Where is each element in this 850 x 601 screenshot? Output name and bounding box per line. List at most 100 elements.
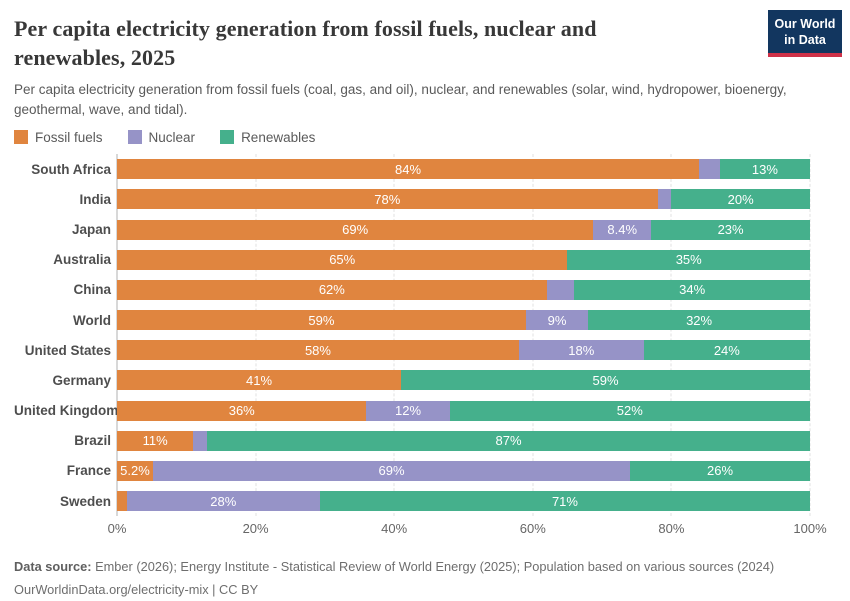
- bar-row: Sweden 28% 71%: [14, 486, 836, 516]
- gridline: [809, 154, 811, 517]
- bar-segment-fossil-fuels[interactable]: 84%: [117, 159, 700, 180]
- fossil-fuels-swatch-icon: [14, 130, 28, 145]
- bar-track: 69% 8.4% 23%: [117, 219, 810, 240]
- owid-logo: Our World in Data: [768, 10, 842, 58]
- bar-segment-fossil-fuels[interactable]: 59%: [117, 310, 526, 331]
- category-label[interactable]: Germany: [52, 372, 111, 388]
- gridline: [532, 154, 534, 517]
- bar-segment-renewables[interactable]: 13%: [719, 159, 810, 180]
- bar-segment-fossil-fuels[interactable]: 5.2%: [117, 460, 153, 481]
- x-tick-label: 60%: [519, 521, 546, 537]
- bar-segment-renewables[interactable]: 87%: [207, 430, 810, 451]
- bar-segment-nuclear[interactable]: [193, 430, 208, 451]
- category-label[interactable]: France: [66, 463, 111, 479]
- bar-row: United Kingdom 36% 12% 52%: [14, 396, 836, 426]
- bar-segment-nuclear[interactable]: 9%: [525, 310, 589, 331]
- bar-segment-nuclear[interactable]: [546, 279, 575, 300]
- bar-segment-nuclear[interactable]: [657, 189, 672, 210]
- bar-row: South Africa 84% 13%: [14, 154, 836, 184]
- bar-track: 78% 20%: [117, 189, 810, 210]
- bar-track: 5.2% 69% 26%: [117, 460, 810, 481]
- category-label[interactable]: Sweden: [59, 493, 111, 509]
- legend-item-renewables: Renewables: [220, 130, 315, 145]
- category-label[interactable]: China: [73, 282, 111, 298]
- x-tick-label: 0%: [107, 521, 127, 537]
- chart-subtitle: Per capita electricity generation from f…: [14, 82, 787, 117]
- bar-track: 36% 12% 52%: [117, 400, 810, 421]
- x-tick-label: 20%: [242, 521, 269, 537]
- chart-plot-area: South Africa 84% 13% India 78% 20% Japan 69% 8.4…: [14, 154, 836, 517]
- x-tick-label: 40%: [381, 521, 408, 537]
- owid-logo-line1: Our World: [774, 17, 836, 31]
- bar-track: 11% 87%: [117, 430, 810, 451]
- bar-segment-fossil-fuels[interactable]: 65%: [117, 249, 568, 270]
- x-tick-label: 80%: [658, 521, 685, 537]
- bar-track: 58% 18% 24%: [117, 340, 810, 361]
- legend-label: Fossil fuels: [35, 129, 103, 145]
- gridline: [255, 154, 257, 517]
- category-label[interactable]: United States: [24, 342, 111, 358]
- legend-item-nuclear: Nuclear: [127, 129, 196, 145]
- bar-track: 65% 35%: [117, 249, 810, 270]
- legend-item-fossil-fuels: Fossil fuels: [14, 130, 103, 145]
- bar-segment-nuclear[interactable]: 69%: [152, 460, 631, 481]
- category-label[interactable]: South Africa: [31, 161, 111, 177]
- legend-label: Renewables: [241, 129, 316, 145]
- category-label[interactable]: Brazil: [74, 433, 111, 449]
- category-label[interactable]: World: [73, 312, 111, 328]
- bar-segment-nuclear[interactable]: [699, 159, 720, 180]
- bar-segment-renewables[interactable]: 32%: [588, 310, 810, 331]
- bar-track: 62% 34%: [117, 279, 810, 300]
- bar-track: 84% 13%: [117, 159, 810, 180]
- data-source-line: Data source: Ember (2026); Energy Instit…: [14, 556, 814, 578]
- bar-segment-renewables[interactable]: 26%: [630, 460, 810, 481]
- bar-row: World 59% 9% 32%: [14, 305, 836, 335]
- bar-segment-renewables[interactable]: 23%: [651, 219, 810, 240]
- bar-segment-fossil-fuels[interactable]: 11%: [117, 430, 194, 451]
- license-line: OurWorldinData.org/electricity-mix | CC …: [14, 581, 259, 597]
- bar-segment-renewables[interactable]: 24%: [643, 340, 810, 361]
- gridlines: [116, 154, 811, 517]
- bar-track: 28% 71%: [117, 491, 810, 512]
- page-title: Per capita electricity generation from f…: [14, 16, 597, 71]
- bar-segment-renewables[interactable]: 52%: [449, 400, 810, 421]
- bar-segment-renewables[interactable]: 59%: [401, 370, 810, 391]
- bar-segment-fossil-fuels[interactable]: 58%: [117, 340, 519, 361]
- bar-segment-fossil-fuels[interactable]: [117, 491, 127, 512]
- bar-row: United States 58% 18% 24%: [14, 335, 836, 365]
- gridline: [670, 154, 672, 517]
- category-label[interactable]: Australia: [53, 252, 111, 268]
- bar-segment-fossil-fuels[interactable]: 78%: [117, 189, 658, 210]
- bar-segment-renewables[interactable]: 35%: [567, 249, 810, 270]
- category-label[interactable]: Japan: [71, 222, 111, 238]
- category-label[interactable]: United Kingdom: [14, 403, 119, 419]
- bar-segment-nuclear[interactable]: 12%: [366, 400, 450, 421]
- bar-row: India 78% 20%: [14, 184, 836, 214]
- bar-row: Brazil 11% 87%: [14, 426, 836, 456]
- y-axis-line: [116, 154, 118, 517]
- bar-segment-renewables[interactable]: 71%: [319, 491, 810, 512]
- bar-segment-fossil-fuels[interactable]: 62%: [117, 279, 547, 300]
- nuclear-swatch-icon: [127, 130, 142, 145]
- bar-track: 41% 59%: [117, 370, 810, 391]
- bar-segment-renewables[interactable]: 34%: [574, 279, 810, 300]
- bar-row: France 5.2% 69% 26%: [14, 456, 836, 486]
- data-source-text: Ember (2026); Energy Institute - Statist…: [91, 559, 775, 575]
- bar-row: Germany 41% 59%: [14, 365, 836, 395]
- x-tick-label: 100%: [793, 521, 827, 537]
- bar-row: China 62% 34%: [14, 275, 836, 305]
- bar-segment-fossil-fuels[interactable]: 41%: [117, 370, 402, 391]
- bar-segment-nuclear[interactable]: 8.4%: [593, 219, 652, 240]
- legend: Fossil fuels Nuclear Renewables: [14, 129, 836, 145]
- category-label[interactable]: India: [79, 191, 111, 207]
- bar-segment-renewables[interactable]: 20%: [671, 189, 810, 210]
- legend-label: Nuclear: [148, 129, 196, 145]
- renewables-swatch-icon: [220, 130, 235, 145]
- bar-track: 59% 9% 32%: [117, 310, 810, 331]
- chart-footer: Data source: Ember (2026); Energy Instit…: [14, 556, 814, 601]
- bar-segment-fossil-fuels[interactable]: 36%: [117, 400, 367, 421]
- bar-segment-nuclear[interactable]: 18%: [518, 340, 644, 361]
- bar-segment-nuclear[interactable]: 28%: [126, 491, 320, 512]
- bar-segment-fossil-fuels[interactable]: 69%: [117, 219, 594, 240]
- bar-row: Japan 69% 8.4% 23%: [14, 215, 836, 245]
